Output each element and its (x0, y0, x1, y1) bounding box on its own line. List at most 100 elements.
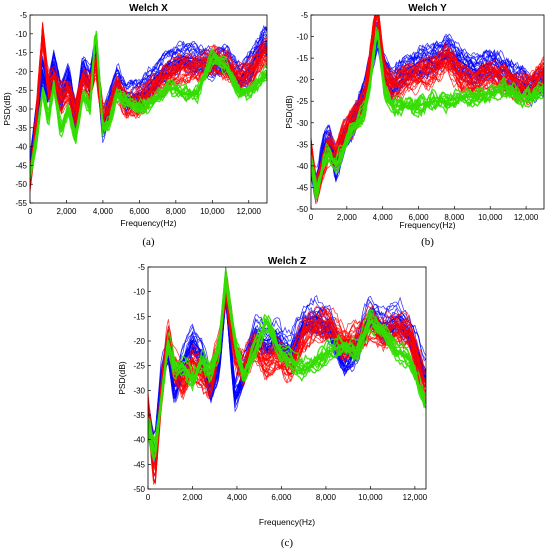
trace-line (311, 32, 544, 191)
y-tick-label: -20 (15, 67, 27, 76)
series-mean-line (311, 31, 544, 194)
y-tick-label: -50 (296, 205, 308, 214)
y-tick-label: -20 (133, 337, 145, 346)
y-axis-label: PSD(dB) (2, 92, 12, 126)
y-tick-label: -30 (296, 119, 308, 128)
x-tick-label: 2,000 (182, 493, 203, 502)
x-tick-label: 10,000 (358, 493, 383, 502)
y-tick-label: -10 (296, 33, 308, 42)
x-tick-label: 2,000 (337, 213, 358, 222)
trace-line (311, 28, 544, 195)
trace-line (148, 295, 426, 478)
y-tick-label: -5 (20, 11, 28, 20)
trace-line (30, 26, 267, 156)
trace-line (30, 26, 267, 164)
x-tick-label: 2,000 (56, 207, 77, 216)
y-tick-label: -20 (296, 76, 308, 85)
y-axis-label: PSD(dB) (117, 361, 127, 395)
x-tick-label: 8,000 (166, 207, 187, 216)
plot-area (30, 22, 267, 193)
x-tick-label: 0 (309, 213, 314, 222)
trace-line (30, 33, 267, 166)
chart-title: Welch Y (408, 3, 447, 14)
y-tick-label: -5 (138, 263, 146, 272)
trace-line (148, 281, 426, 442)
y-tick-label: -45 (133, 460, 145, 469)
trace-line (311, 15, 544, 180)
x-tick-label: 4,000 (93, 207, 114, 216)
panel-label: (c) (281, 537, 294, 549)
x-tick-label: 12,000 (514, 213, 539, 222)
y-tick-label: -35 (15, 124, 27, 133)
trace-line (311, 31, 544, 186)
chart-title: Welch X (129, 3, 168, 14)
trace-line (148, 277, 426, 450)
x-tick-label: 12,000 (237, 207, 262, 216)
x-axis-label: Frequency(Hz) (120, 218, 176, 228)
y-axis-label: PSD(dB) (284, 95, 294, 129)
series-2 (30, 30, 267, 179)
x-tick-label: 8,000 (316, 493, 337, 502)
trace-line (148, 281, 426, 436)
y-tick-label: -25 (15, 86, 27, 95)
trace-line (311, 26, 544, 188)
y-tick-label: -35 (133, 411, 145, 420)
series-mean-line (148, 276, 426, 452)
series-2 (311, 26, 544, 202)
series-mean-line (30, 33, 267, 177)
y-tick-label: -40 (133, 436, 145, 445)
y-tick-label: -15 (296, 54, 308, 63)
y-tick-label: -45 (296, 183, 308, 192)
y-tick-label: -50 (133, 485, 145, 494)
x-tick-label: 0 (28, 207, 33, 216)
series-2 (148, 268, 426, 463)
x-tick-label: 10,000 (200, 207, 225, 216)
x-axis-label: Frequency(Hz) (259, 517, 315, 527)
x-tick-label: 6,000 (129, 207, 150, 216)
y-tick-label: -30 (15, 105, 27, 114)
y-tick-label: -50 (15, 180, 27, 189)
series-0 (311, 20, 544, 203)
x-tick-label: 0 (146, 493, 151, 502)
plot-frame (147, 266, 427, 490)
series-mean-line (311, 32, 544, 186)
x-tick-label: 6,000 (271, 493, 292, 502)
trace-line (311, 15, 544, 184)
x-axis-label: Frequency(Hz) (399, 220, 455, 230)
y-tick-label: -55 (15, 199, 27, 208)
panel-label: (a) (142, 236, 155, 248)
y-tick-label: -25 (296, 97, 308, 106)
y-tick-label: -35 (296, 140, 308, 149)
x-tick-label: 4,000 (227, 493, 248, 502)
trace-line (311, 15, 544, 184)
chart-z: -50-45-40-35-30-25-20-15-10-50 2,000 4,000… (117, 256, 428, 549)
x-tick-label: 12,000 (403, 493, 428, 502)
y-tick-label: -40 (296, 162, 308, 171)
plot-area (311, 15, 544, 205)
y-tick-label: -5 (301, 11, 309, 20)
trace-line (30, 24, 267, 167)
plot-area (148, 267, 426, 485)
trace-line (148, 270, 426, 458)
trace-line (311, 15, 544, 181)
y-tick-label: -15 (15, 49, 27, 58)
trace-line (311, 15, 544, 188)
y-tick-label: -45 (15, 161, 27, 170)
y-tick-label: -15 (133, 312, 145, 321)
x-tick-label: 10,000 (478, 213, 503, 222)
panel-label: (b) (421, 236, 434, 248)
trace-line (30, 34, 267, 171)
y-tick-label: -40 (15, 143, 27, 152)
y-tick-label: -10 (133, 288, 145, 297)
x-tick-label: 8,000 (444, 213, 465, 222)
chart-x: -55-50-45-40-35-30-25-20-15-10-50 2,000 4,… (2, 3, 268, 248)
trace-line (311, 29, 544, 201)
y-tick-label: -10 (15, 30, 27, 39)
x-tick-label: 4,000 (373, 213, 394, 222)
chart-y: -50-45-40-35-30-25-20-15-10-50 2,000 4,000… (284, 3, 545, 248)
chart-title: Welch Z (268, 256, 306, 267)
y-tick-label: -25 (133, 362, 145, 371)
y-tick-label: -30 (133, 386, 145, 395)
x-tick-label: 6,000 (409, 213, 430, 222)
